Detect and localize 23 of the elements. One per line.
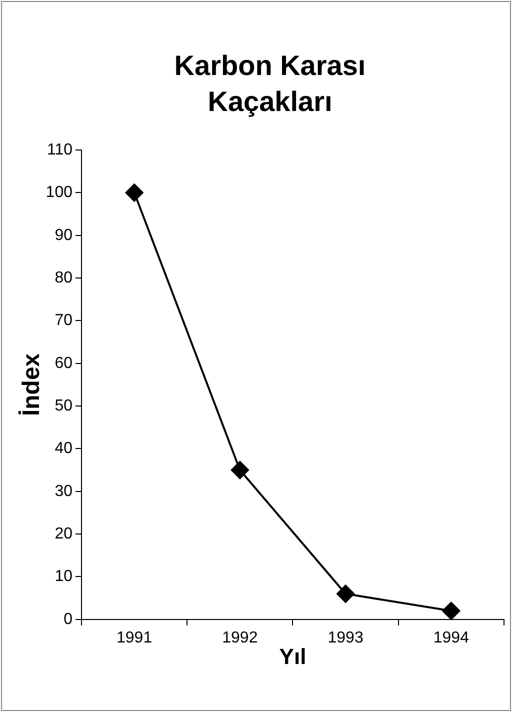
y-tick-label: 10 (54, 568, 73, 586)
y-tick-label: 50 (54, 397, 73, 414)
x-axis-title: Yıl (279, 644, 306, 669)
point (442, 602, 460, 620)
x-tick-label: 1994 (433, 629, 470, 646)
point (336, 584, 355, 603)
y-tick-label: 100 (46, 184, 73, 202)
y-tick-label: 70 (54, 312, 73, 330)
x-tick-label: 1991 (116, 629, 152, 646)
y-tick-label: 30 (54, 482, 73, 500)
y-axis-title: İndex (18, 352, 46, 416)
y-tick-label: 0 (64, 610, 73, 628)
y-tick-label: 20 (54, 525, 73, 542)
y-tick-label: 90 (54, 226, 73, 244)
y-tick-label: 80 (54, 269, 73, 286)
y-tick-label: 40 (54, 440, 73, 458)
point (230, 461, 249, 480)
y-tick-label: 60 (54, 354, 73, 372)
y-tick-label: 110 (46, 141, 73, 158)
x-tick-label: 1992 (222, 629, 258, 646)
x-tick-label: 1993 (328, 629, 364, 646)
chart-title: Karbon Karası Kaçakları (173, 49, 367, 119)
point (125, 184, 144, 202)
